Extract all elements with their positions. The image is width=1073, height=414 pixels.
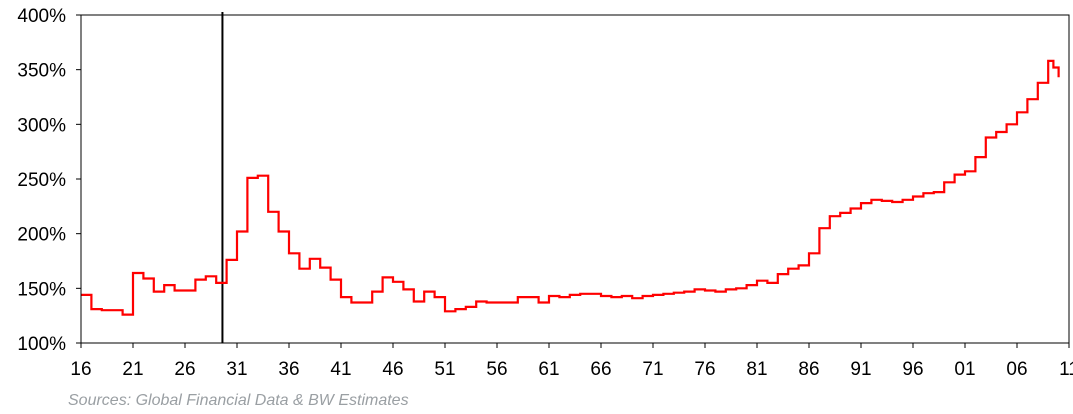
x-tick-label: 96 — [902, 359, 923, 380]
x-tick-label: 01 — [954, 359, 975, 380]
y-tick-label: 150% — [17, 279, 66, 300]
y-tick-label: 350% — [17, 61, 66, 82]
x-tick-label: 36 — [278, 359, 299, 380]
x-tick-label: 41 — [330, 359, 351, 380]
series-line — [81, 59, 1060, 316]
x-tick-label: 66 — [590, 359, 611, 380]
x-tick-label: 11 — [1059, 359, 1073, 380]
x-tick-label: 61 — [538, 359, 559, 380]
x-tick-label: 46 — [382, 359, 403, 380]
y-tick-label: 200% — [17, 225, 66, 246]
x-tick-label: 86 — [798, 359, 819, 380]
x-tick-label: 91 — [850, 359, 871, 380]
source-note: Sources: Global Financial Data & BW Esti… — [68, 392, 409, 409]
x-tick-label: 16 — [70, 359, 91, 380]
y-tick-label: 250% — [17, 170, 66, 191]
x-tick-label: 71 — [642, 359, 663, 380]
x-tick-label: 51 — [434, 359, 455, 380]
y-axis: 100% 150% 200% 250% 300% 350% 400% — [17, 6, 81, 355]
y-tick-label: 300% — [17, 115, 66, 136]
x-tick-label: 76 — [694, 359, 715, 380]
x-tick-label: 06 — [1006, 359, 1027, 380]
x-tick-label: 21 — [122, 359, 143, 380]
plot-frame — [80, 14, 1070, 344]
y-tick-label: 100% — [17, 334, 66, 355]
x-tick-label: 26 — [174, 359, 195, 380]
x-axis: 16 21 26 31 36 41 46 51 56 61 66 71 76 81 86 91 96 01 06 11 — [70, 343, 1073, 380]
y-tick-label: 400% — [17, 6, 66, 27]
x-tick-label: 31 — [226, 359, 247, 380]
x-tick-label: 56 — [486, 359, 507, 380]
x-tick-label: 81 — [746, 359, 767, 380]
